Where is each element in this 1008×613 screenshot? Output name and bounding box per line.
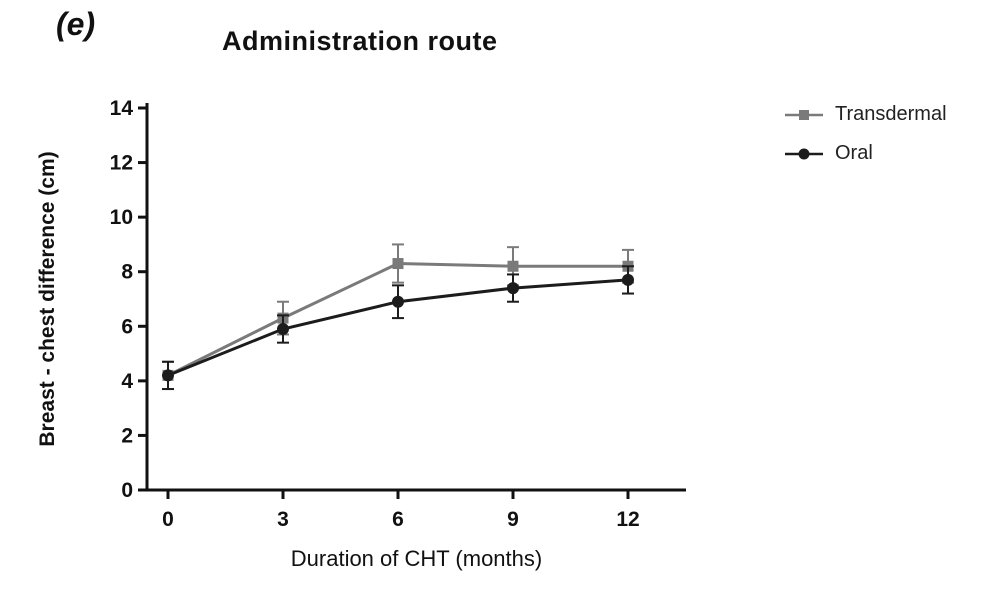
svg-text:0: 0	[162, 508, 174, 531]
chart-title: Administration route	[222, 26, 498, 56]
panel-label: (e)	[56, 6, 96, 42]
svg-text:Duration of CHT (months): Duration of CHT (months)	[291, 546, 542, 571]
legend-label-oral: Oral	[835, 142, 873, 164]
svg-text:6: 6	[392, 508, 404, 531]
legend: Transdermal Oral	[785, 103, 947, 165]
svg-text:6: 6	[121, 315, 133, 338]
oral-series-marker-icon	[785, 148, 823, 159]
svg-text:10: 10	[110, 206, 133, 229]
svg-text:0: 0	[121, 479, 133, 502]
oral-legend-circle	[798, 148, 810, 159]
svg-text:2: 2	[121, 424, 133, 447]
svg-text:12: 12	[110, 152, 133, 175]
svg-text:4: 4	[121, 370, 133, 393]
svg-text:Breast - chest difference (cm): Breast - chest difference (cm)	[36, 151, 59, 446]
svg-text:9: 9	[507, 508, 519, 531]
svg-text:14: 14	[110, 97, 134, 120]
legend-item-oral: Oral	[785, 142, 947, 165]
svg-text:3: 3	[277, 508, 289, 531]
transdermal-legend-square	[799, 109, 809, 120]
transdermal-series-marker-icon	[785, 109, 823, 120]
legend-item-transdermal: Transdermal	[785, 103, 947, 126]
svg-text:12: 12	[616, 508, 639, 531]
svg-text:8: 8	[121, 261, 133, 284]
legend-label-transdermal: Transdermal	[835, 103, 947, 125]
